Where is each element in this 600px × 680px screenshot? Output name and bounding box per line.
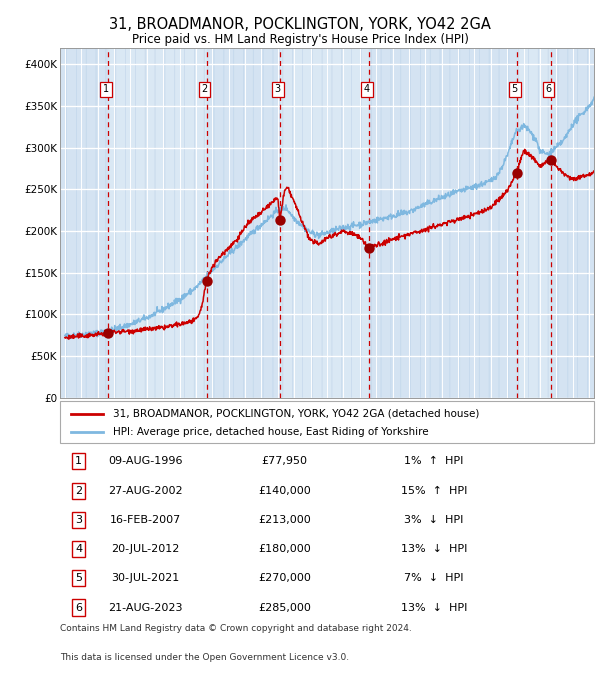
Text: 16-FEB-2007: 16-FEB-2007 [110, 515, 181, 525]
Text: 2: 2 [75, 486, 82, 496]
Bar [60, 48, 108, 398]
Text: 5: 5 [75, 573, 82, 583]
Text: 7%  ↓  HPI: 7% ↓ HPI [404, 573, 464, 583]
Text: 4: 4 [75, 544, 82, 554]
Bar [280, 48, 369, 398]
Bar [206, 48, 280, 398]
Text: 27-AUG-2002: 27-AUG-2002 [108, 486, 183, 496]
Text: Contains HM Land Registry data © Crown copyright and database right 2024.: Contains HM Land Registry data © Crown c… [60, 624, 412, 632]
Text: 31, BROADMANOR, POCKLINGTON, YORK, YO42 2GA (detached house): 31, BROADMANOR, POCKLINGTON, YORK, YO42 … [113, 409, 480, 419]
Bar [551, 48, 594, 398]
Text: 13%  ↓  HPI: 13% ↓ HPI [401, 544, 467, 554]
Text: 20-JUL-2012: 20-JUL-2012 [111, 544, 179, 554]
Text: 5: 5 [512, 84, 518, 95]
Bar [517, 48, 551, 398]
Text: 3: 3 [275, 84, 281, 95]
Text: HPI: Average price, detached house, East Riding of Yorkshire: HPI: Average price, detached house, East… [113, 426, 429, 437]
Text: 1: 1 [103, 84, 109, 95]
Text: 1%  ↑  HPI: 1% ↑ HPI [404, 456, 463, 466]
Text: £285,000: £285,000 [258, 602, 311, 613]
Text: 6: 6 [75, 602, 82, 613]
Text: 3: 3 [75, 515, 82, 525]
Text: 15%  ↑  HPI: 15% ↑ HPI [401, 486, 467, 496]
Text: 31, BROADMANOR, POCKLINGTON, YORK, YO42 2GA: 31, BROADMANOR, POCKLINGTON, YORK, YO42 … [109, 17, 491, 32]
Text: 13%  ↓  HPI: 13% ↓ HPI [401, 602, 467, 613]
Text: £140,000: £140,000 [258, 486, 311, 496]
Text: £77,950: £77,950 [261, 456, 307, 466]
Text: 3%  ↓  HPI: 3% ↓ HPI [404, 515, 463, 525]
Text: 09-AUG-1996: 09-AUG-1996 [108, 456, 182, 466]
Text: 6: 6 [545, 84, 551, 95]
Bar [108, 48, 206, 398]
Text: £213,000: £213,000 [258, 515, 311, 525]
Text: This data is licensed under the Open Government Licence v3.0.: This data is licensed under the Open Gov… [60, 653, 349, 662]
Text: 2: 2 [202, 84, 208, 95]
Text: 21-AUG-2023: 21-AUG-2023 [108, 602, 182, 613]
Text: 1: 1 [75, 456, 82, 466]
Text: £180,000: £180,000 [258, 544, 311, 554]
Bar [369, 48, 517, 398]
Text: £270,000: £270,000 [258, 573, 311, 583]
Text: Price paid vs. HM Land Registry's House Price Index (HPI): Price paid vs. HM Land Registry's House … [131, 33, 469, 46]
Text: 30-JUL-2021: 30-JUL-2021 [112, 573, 179, 583]
Text: 4: 4 [364, 84, 370, 95]
